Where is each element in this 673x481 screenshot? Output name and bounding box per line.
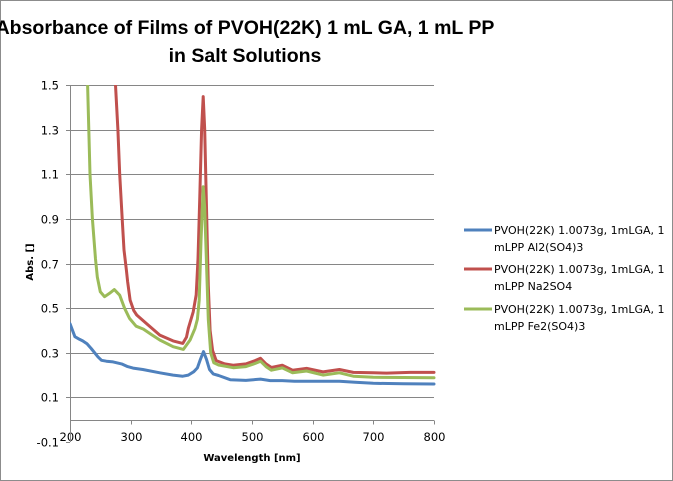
gridlines (66, 85, 434, 443)
legend-label: PVOH(22K) 1.0073g, 1mLGA, 1 (494, 263, 665, 276)
y-axis-ticks: -0.1 0.1 0.3 0.5 0.7 0.9 1.1 1.3 1.5 (37, 79, 59, 450)
y-tick-label: -0.1 (37, 436, 59, 450)
legend-entry: PVOH(22K) 1.0073g, 1mLGA, 1 mLPP Al2(SO4)… (464, 224, 665, 254)
legend-label: mLPP Fe2(SO4)3 (494, 320, 585, 333)
x-tick-label: 300 (121, 430, 143, 444)
legend-label: PVOH(22K) 1.0073g, 1mLGA, 1 (494, 303, 665, 316)
legend-label: mLPP Na2SO4 (494, 280, 572, 293)
legend: PVOH(22K) 1.0073g, 1mLGA, 1 mLPP Al2(SO4)… (464, 224, 665, 333)
series-line-3 (86, 85, 436, 380)
y-tick-label: 0.3 (41, 347, 59, 361)
y-tick-label: 1.3 (41, 124, 59, 138)
legend-label: mLPP Al2(SO4)3 (494, 241, 583, 254)
y-tick-label: 0.5 (41, 302, 59, 316)
series-line-1 (70, 322, 436, 386)
series-line-2 (114, 85, 436, 375)
y-tick-label: 0.7 (41, 258, 59, 272)
legend-label: PVOH(22K) 1.0073g, 1mLGA, 1 (494, 224, 665, 237)
y-tick-label: 1.5 (41, 79, 59, 93)
x-tick-label: 700 (363, 430, 385, 444)
x-tick-label: 800 (424, 430, 446, 444)
x-tick-label: 600 (303, 430, 325, 444)
x-axis-title: Wavelength [nm] (203, 453, 300, 464)
legend-entry: PVOH(22K) 1.0073g, 1mLGA, 1 mLPP Fe2(SO4)… (464, 303, 665, 333)
series-lines (70, 85, 436, 386)
y-axis-title: Abs. [] (25, 243, 36, 280)
y-tick-label: 1.1 (41, 168, 59, 182)
x-tick-label: 400 (181, 430, 203, 444)
y-tick-label: 0.1 (41, 391, 59, 405)
legend-entry: PVOH(22K) 1.0073g, 1mLGA, 1 mLPP Na2SO4 (464, 263, 665, 293)
y-tick-label: 0.9 (41, 213, 59, 227)
x-axis-ticks: 200 300 400 500 600 700 800 (60, 420, 446, 444)
chart-title-line-2: in Salt Solutions (169, 45, 322, 67)
chart-title-line-1: Absorbance of Films of PVOH(22K) 1 mL GA… (0, 17, 494, 39)
x-tick-label: 500 (242, 430, 264, 444)
